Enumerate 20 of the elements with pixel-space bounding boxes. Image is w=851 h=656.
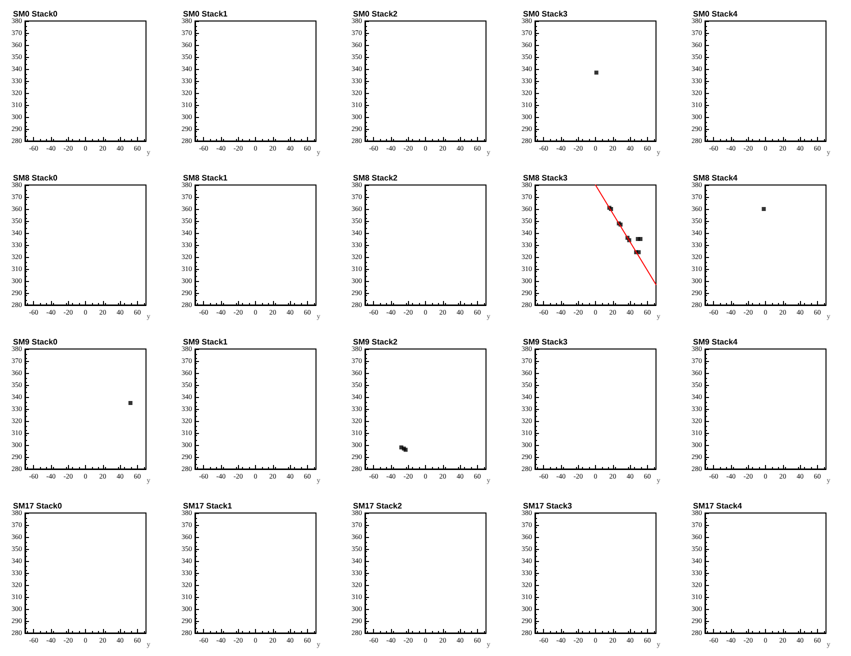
chart-title: SM8 Stack2 (353, 174, 398, 182)
chart-title: SM17 Stack1 (183, 502, 232, 510)
chart-title: SM0 Stack3 (523, 10, 568, 18)
chart-title: SM8 Stack0 (13, 174, 58, 182)
chart-title: SM9 Stack0 (13, 338, 58, 346)
chart-title: SM0 Stack2 (353, 10, 398, 18)
chart-title: SM9 Stack4 (693, 338, 738, 346)
chart-title: SM17 Stack3 (523, 502, 572, 510)
chart-title: SM17 Stack2 (353, 502, 402, 510)
chart-title: SM17 Stack0 (13, 502, 62, 510)
chart-title: SM9 Stack1 (183, 338, 228, 346)
chart-title: SM8 Stack4 (693, 174, 738, 182)
chart-title: SM8 Stack3 (523, 174, 568, 182)
chart-title: SM9 Stack3 (523, 338, 568, 346)
chart-title: SM0 Stack4 (693, 10, 738, 18)
chart-title: SM0 Stack1 (183, 10, 228, 18)
chart-title: SM17 Stack4 (693, 502, 742, 510)
chart-title: SM0 Stack0 (13, 10, 58, 18)
chart-title: SM8 Stack1 (183, 174, 228, 182)
chart-title: SM9 Stack2 (353, 338, 398, 346)
